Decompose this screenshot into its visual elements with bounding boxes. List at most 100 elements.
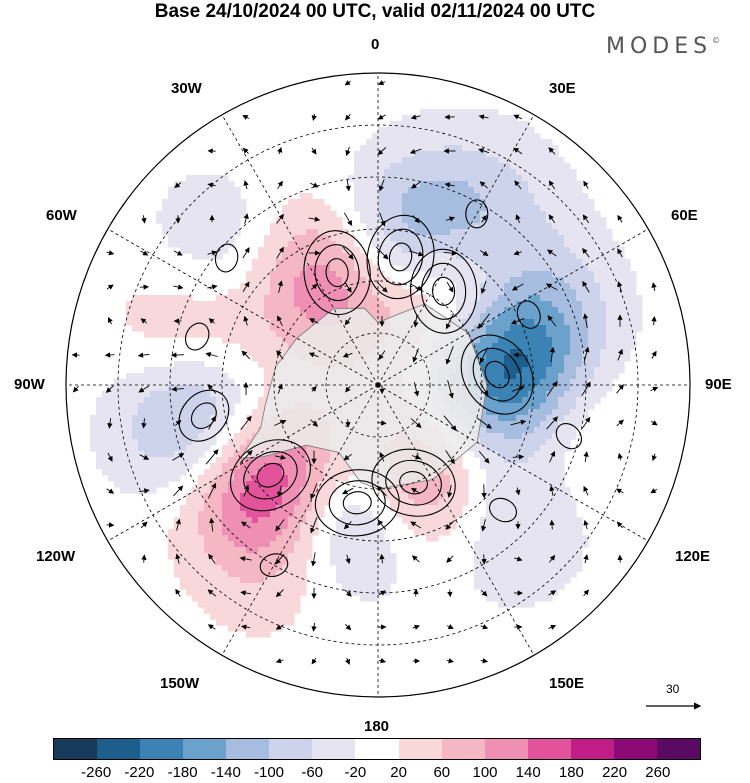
- anomaly-cell: [384, 139, 391, 146]
- anomaly-cell: [162, 301, 169, 308]
- anomaly-cell: [486, 145, 493, 152]
- anomaly-cell: [462, 325, 469, 332]
- anomaly-cell: [360, 553, 367, 560]
- contour-line: [472, 347, 522, 402]
- anomaly-cell: [606, 373, 613, 380]
- anomaly-cell: [480, 349, 487, 356]
- anomaly-cell: [174, 199, 181, 206]
- anomaly-cell: [426, 517, 433, 524]
- anomaly-cell: [558, 199, 565, 206]
- anomaly-cell: [174, 379, 181, 386]
- anomaly-cell: [492, 241, 499, 248]
- anomaly-cell: [474, 259, 481, 266]
- anomaly-cell: [576, 421, 583, 428]
- anomaly-cell: [300, 265, 307, 272]
- anomaly-cell: [336, 235, 343, 242]
- anomaly-cell: [516, 373, 523, 380]
- anomaly-cell: [516, 313, 523, 320]
- anomaly-cell: [486, 433, 493, 440]
- anomaly-cell: [252, 331, 259, 338]
- anomaly-cell: [426, 535, 433, 542]
- anomaly-cell: [516, 571, 523, 578]
- anomaly-cell: [510, 601, 517, 608]
- wind-arrow: [513, 147, 523, 155]
- anomaly-cell: [516, 397, 523, 404]
- anomaly-cell: [336, 571, 343, 578]
- anomaly-cell: [570, 409, 577, 416]
- anomaly-cell: [570, 505, 577, 512]
- anomaly-cell: [498, 463, 505, 470]
- anomaly-cell: [558, 349, 565, 356]
- anomaly-cell: [240, 583, 247, 590]
- anomaly-cell: [264, 625, 271, 632]
- anomaly-cell: [606, 367, 613, 374]
- anomaly-cell: [516, 469, 523, 476]
- anomaly-cell: [120, 409, 127, 416]
- anomaly-cell: [492, 451, 499, 458]
- anomaly-cell: [450, 175, 457, 182]
- anomaly-cell: [156, 403, 163, 410]
- anomaly-cell: [492, 331, 499, 338]
- anomaly-cell: [240, 493, 247, 500]
- anomaly-cell: [450, 187, 457, 194]
- anomaly-cell: [582, 541, 589, 548]
- anomaly-cell: [612, 247, 619, 254]
- anomaly-cell: [618, 331, 625, 338]
- anomaly-cell: [378, 535, 385, 542]
- anomaly-cell: [522, 331, 529, 338]
- anomaly-cell: [306, 481, 313, 488]
- anomaly-cell: [360, 175, 367, 182]
- anomaly-cell: [222, 229, 229, 236]
- anomaly-cell: [486, 553, 493, 560]
- anomaly-cell: [90, 439, 97, 446]
- anomaly-cell: [366, 547, 373, 554]
- contour-line: [366, 214, 435, 300]
- anomaly-cell: [456, 295, 463, 302]
- anomaly-cell: [462, 301, 469, 308]
- anomaly-cell: [486, 313, 493, 320]
- anomaly-cell: [240, 313, 247, 320]
- anomaly-cell: [576, 205, 583, 212]
- anomaly-cell: [192, 493, 199, 500]
- anomaly-cell: [282, 607, 289, 614]
- anomaly-cell: [132, 295, 139, 302]
- anomaly-cell: [552, 265, 559, 272]
- anomaly-cell: [510, 469, 517, 476]
- anomaly-cell: [390, 289, 397, 296]
- anomaly-cell: [516, 511, 523, 518]
- anomaly-cell: [216, 325, 223, 332]
- anomaly-cell: [396, 283, 403, 290]
- anomaly-cell: [570, 499, 577, 506]
- anomaly-cell: [408, 163, 415, 170]
- anomaly-cell: [540, 271, 547, 278]
- anomaly-cell: [462, 235, 469, 242]
- anomaly-cell: [360, 529, 367, 536]
- anomaly-cell: [480, 427, 487, 434]
- anomaly-cell: [174, 301, 181, 308]
- anomaly-cell: [438, 229, 445, 236]
- anomaly-cell: [210, 247, 217, 254]
- anomaly-cell: [156, 415, 163, 422]
- anomaly-cell: [438, 259, 445, 266]
- anomaly-cell: [630, 337, 637, 344]
- anomaly-cell: [426, 115, 433, 122]
- anomaly-cell: [276, 337, 283, 344]
- anomaly-cell: [462, 499, 469, 506]
- anomaly-cell: [384, 571, 391, 578]
- anomaly-cell: [432, 235, 439, 242]
- anomaly-cell: [486, 283, 493, 290]
- anomaly-cell: [516, 565, 523, 572]
- anomaly-cell: [594, 337, 601, 344]
- anomaly-cell: [234, 487, 241, 494]
- anomaly-cell: [354, 151, 361, 158]
- anomaly-cell: [180, 307, 187, 314]
- anomaly-cell: [372, 535, 379, 542]
- anomaly-cell: [486, 151, 493, 158]
- anomaly-cell: [282, 541, 289, 548]
- anomaly-cell: [372, 223, 379, 230]
- anomaly-cell: [438, 133, 445, 140]
- anomaly-cell: [390, 199, 397, 206]
- anomaly-cell: [450, 517, 457, 524]
- anomaly-cell: [498, 421, 505, 428]
- anomaly-cell: [342, 235, 349, 242]
